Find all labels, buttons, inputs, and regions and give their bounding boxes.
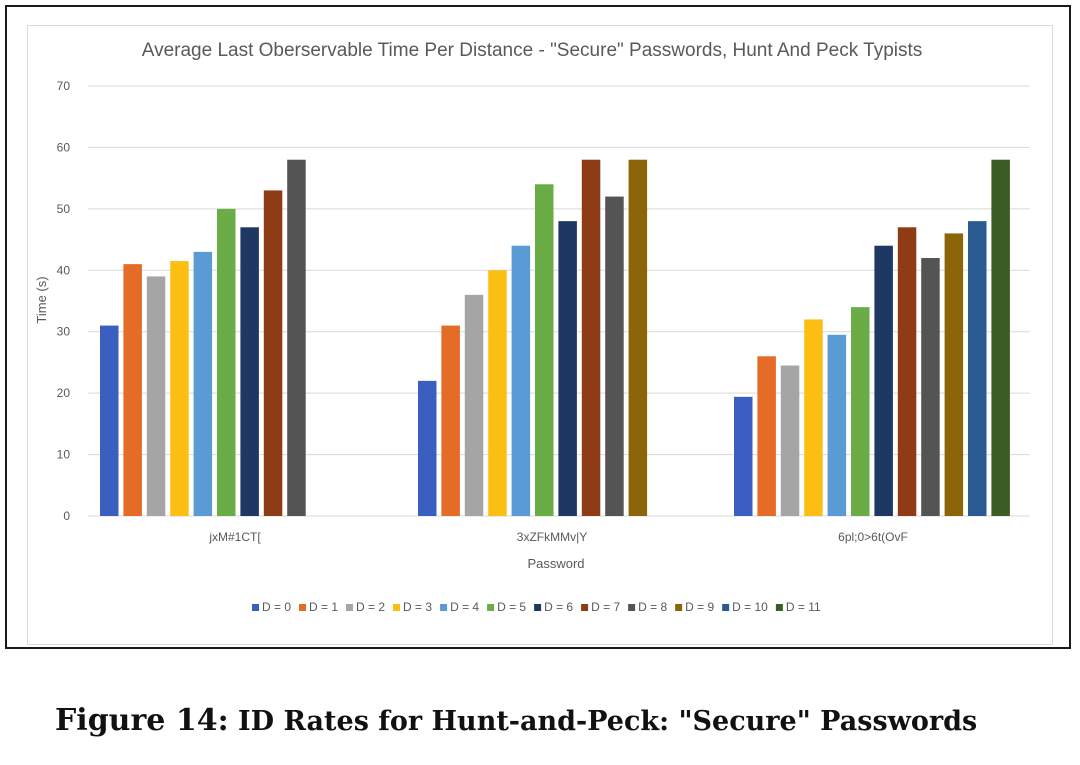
y-tick-label: 40 <box>57 263 71 277</box>
legend-item: D = 11 <box>775 600 821 614</box>
bar <box>827 334 847 516</box>
x-tick-label: jxM#1CT[ <box>208 530 261 544</box>
legend-item: D = 6 <box>534 600 573 614</box>
legend-swatch <box>722 604 730 611</box>
bar <box>874 245 893 516</box>
chart: Average Last Oberservable Time Per Dista… <box>34 40 1030 614</box>
chart-title: Average Last Oberservable Time Per Dista… <box>142 40 923 61</box>
bar <box>170 261 189 516</box>
bar <box>418 380 437 516</box>
bar <box>968 221 987 516</box>
bar <box>146 276 166 516</box>
bar <box>535 184 554 517</box>
bar <box>100 325 119 516</box>
bar <box>851 307 870 516</box>
bar <box>581 159 601 516</box>
bar <box>123 264 142 516</box>
legend-swatch <box>534 604 542 611</box>
legend-label: D = 11 <box>786 600 821 614</box>
y-tick-label: 0 <box>63 509 70 523</box>
legend-swatch <box>675 604 683 611</box>
legend-item: D = 4 <box>440 600 479 614</box>
bar <box>757 356 776 516</box>
x-axis-title: Password <box>527 556 584 571</box>
y-tick-label: 50 <box>57 202 71 216</box>
legend-label: D = 1 <box>309 600 338 614</box>
bar <box>441 325 460 516</box>
legend-label: D = 4 <box>450 600 479 614</box>
bar <box>804 319 823 516</box>
legend-swatch <box>346 604 354 611</box>
legend-label: D = 10 <box>732 600 768 614</box>
bar <box>511 245 531 516</box>
bars <box>100 159 1010 517</box>
bar <box>287 159 306 516</box>
legend-label: D = 0 <box>262 600 291 614</box>
legend: D = 0 D = 1 D = 2 D = 3 D = 4 D = 5 D = 6 D = 7… <box>252 600 821 614</box>
bar <box>921 258 940 516</box>
legend-swatch <box>775 604 783 611</box>
legend-label: D = 2 <box>356 600 385 614</box>
y-tick-label: 10 <box>57 448 71 462</box>
legend-item: D = 1 <box>299 600 338 614</box>
bar <box>991 159 1010 516</box>
x-tick-label: 3xZFkMMv|Y <box>517 530 587 544</box>
y-axis-title: Time (s) <box>34 276 49 323</box>
x-tick-label: 6pl;0>6t(OvF <box>838 530 908 544</box>
legend-swatch <box>393 604 401 611</box>
legend-swatch <box>628 604 636 611</box>
bar <box>628 159 648 516</box>
bar <box>734 396 753 516</box>
y-tick-label: 20 <box>57 386 71 400</box>
legend-label: D = 9 <box>685 600 714 614</box>
legend-swatch <box>581 604 589 611</box>
chart-area <box>27 25 1053 645</box>
bar <box>193 251 213 516</box>
bar <box>780 365 800 516</box>
bar <box>897 227 917 517</box>
caption-label: Figure 14: <box>55 703 229 738</box>
figure-frame <box>5 5 1071 649</box>
bar <box>240 227 259 517</box>
y-tick-label: 70 <box>57 79 71 93</box>
bar <box>263 190 283 516</box>
x-tick-labels: jxM#1CT[ 3xZFkMMv|Y 6pl;0>6t(OvF <box>208 530 908 544</box>
bar <box>558 221 577 516</box>
legend-swatch <box>440 604 448 611</box>
legend-label: D = 5 <box>497 600 526 614</box>
legend-label: D = 7 <box>591 600 620 614</box>
legend-item: D = 7 <box>581 600 620 614</box>
bar <box>944 233 964 516</box>
caption-text: ID Rates for Hunt-and-Peck: "Secure" Pas… <box>228 706 978 737</box>
bar <box>464 294 484 516</box>
legend-swatch <box>252 604 259 611</box>
bar <box>217 208 236 516</box>
legend-label: D = 8 <box>638 600 667 614</box>
legend-swatch <box>299 604 307 611</box>
legend-item: D = 10 <box>722 600 768 614</box>
y-tick-label: 60 <box>57 140 71 154</box>
legend-item: D = 2 <box>346 600 385 614</box>
legend-label: D = 3 <box>403 600 432 614</box>
legend-item: D = 0 <box>252 600 291 614</box>
bar <box>605 196 624 517</box>
legend-item: D = 5 <box>487 600 526 614</box>
legend-label: D = 6 <box>544 600 573 614</box>
legend-item: D = 3 <box>393 600 432 614</box>
legend-swatch <box>487 604 495 611</box>
y-tick-label: 30 <box>57 325 71 339</box>
legend-item: D = 8 <box>628 600 667 614</box>
legend-item: D = 9 <box>675 600 714 614</box>
figure-caption: Figure 14: ID Rates for Hunt-and-Peck: "… <box>55 703 977 738</box>
bar <box>488 270 507 516</box>
